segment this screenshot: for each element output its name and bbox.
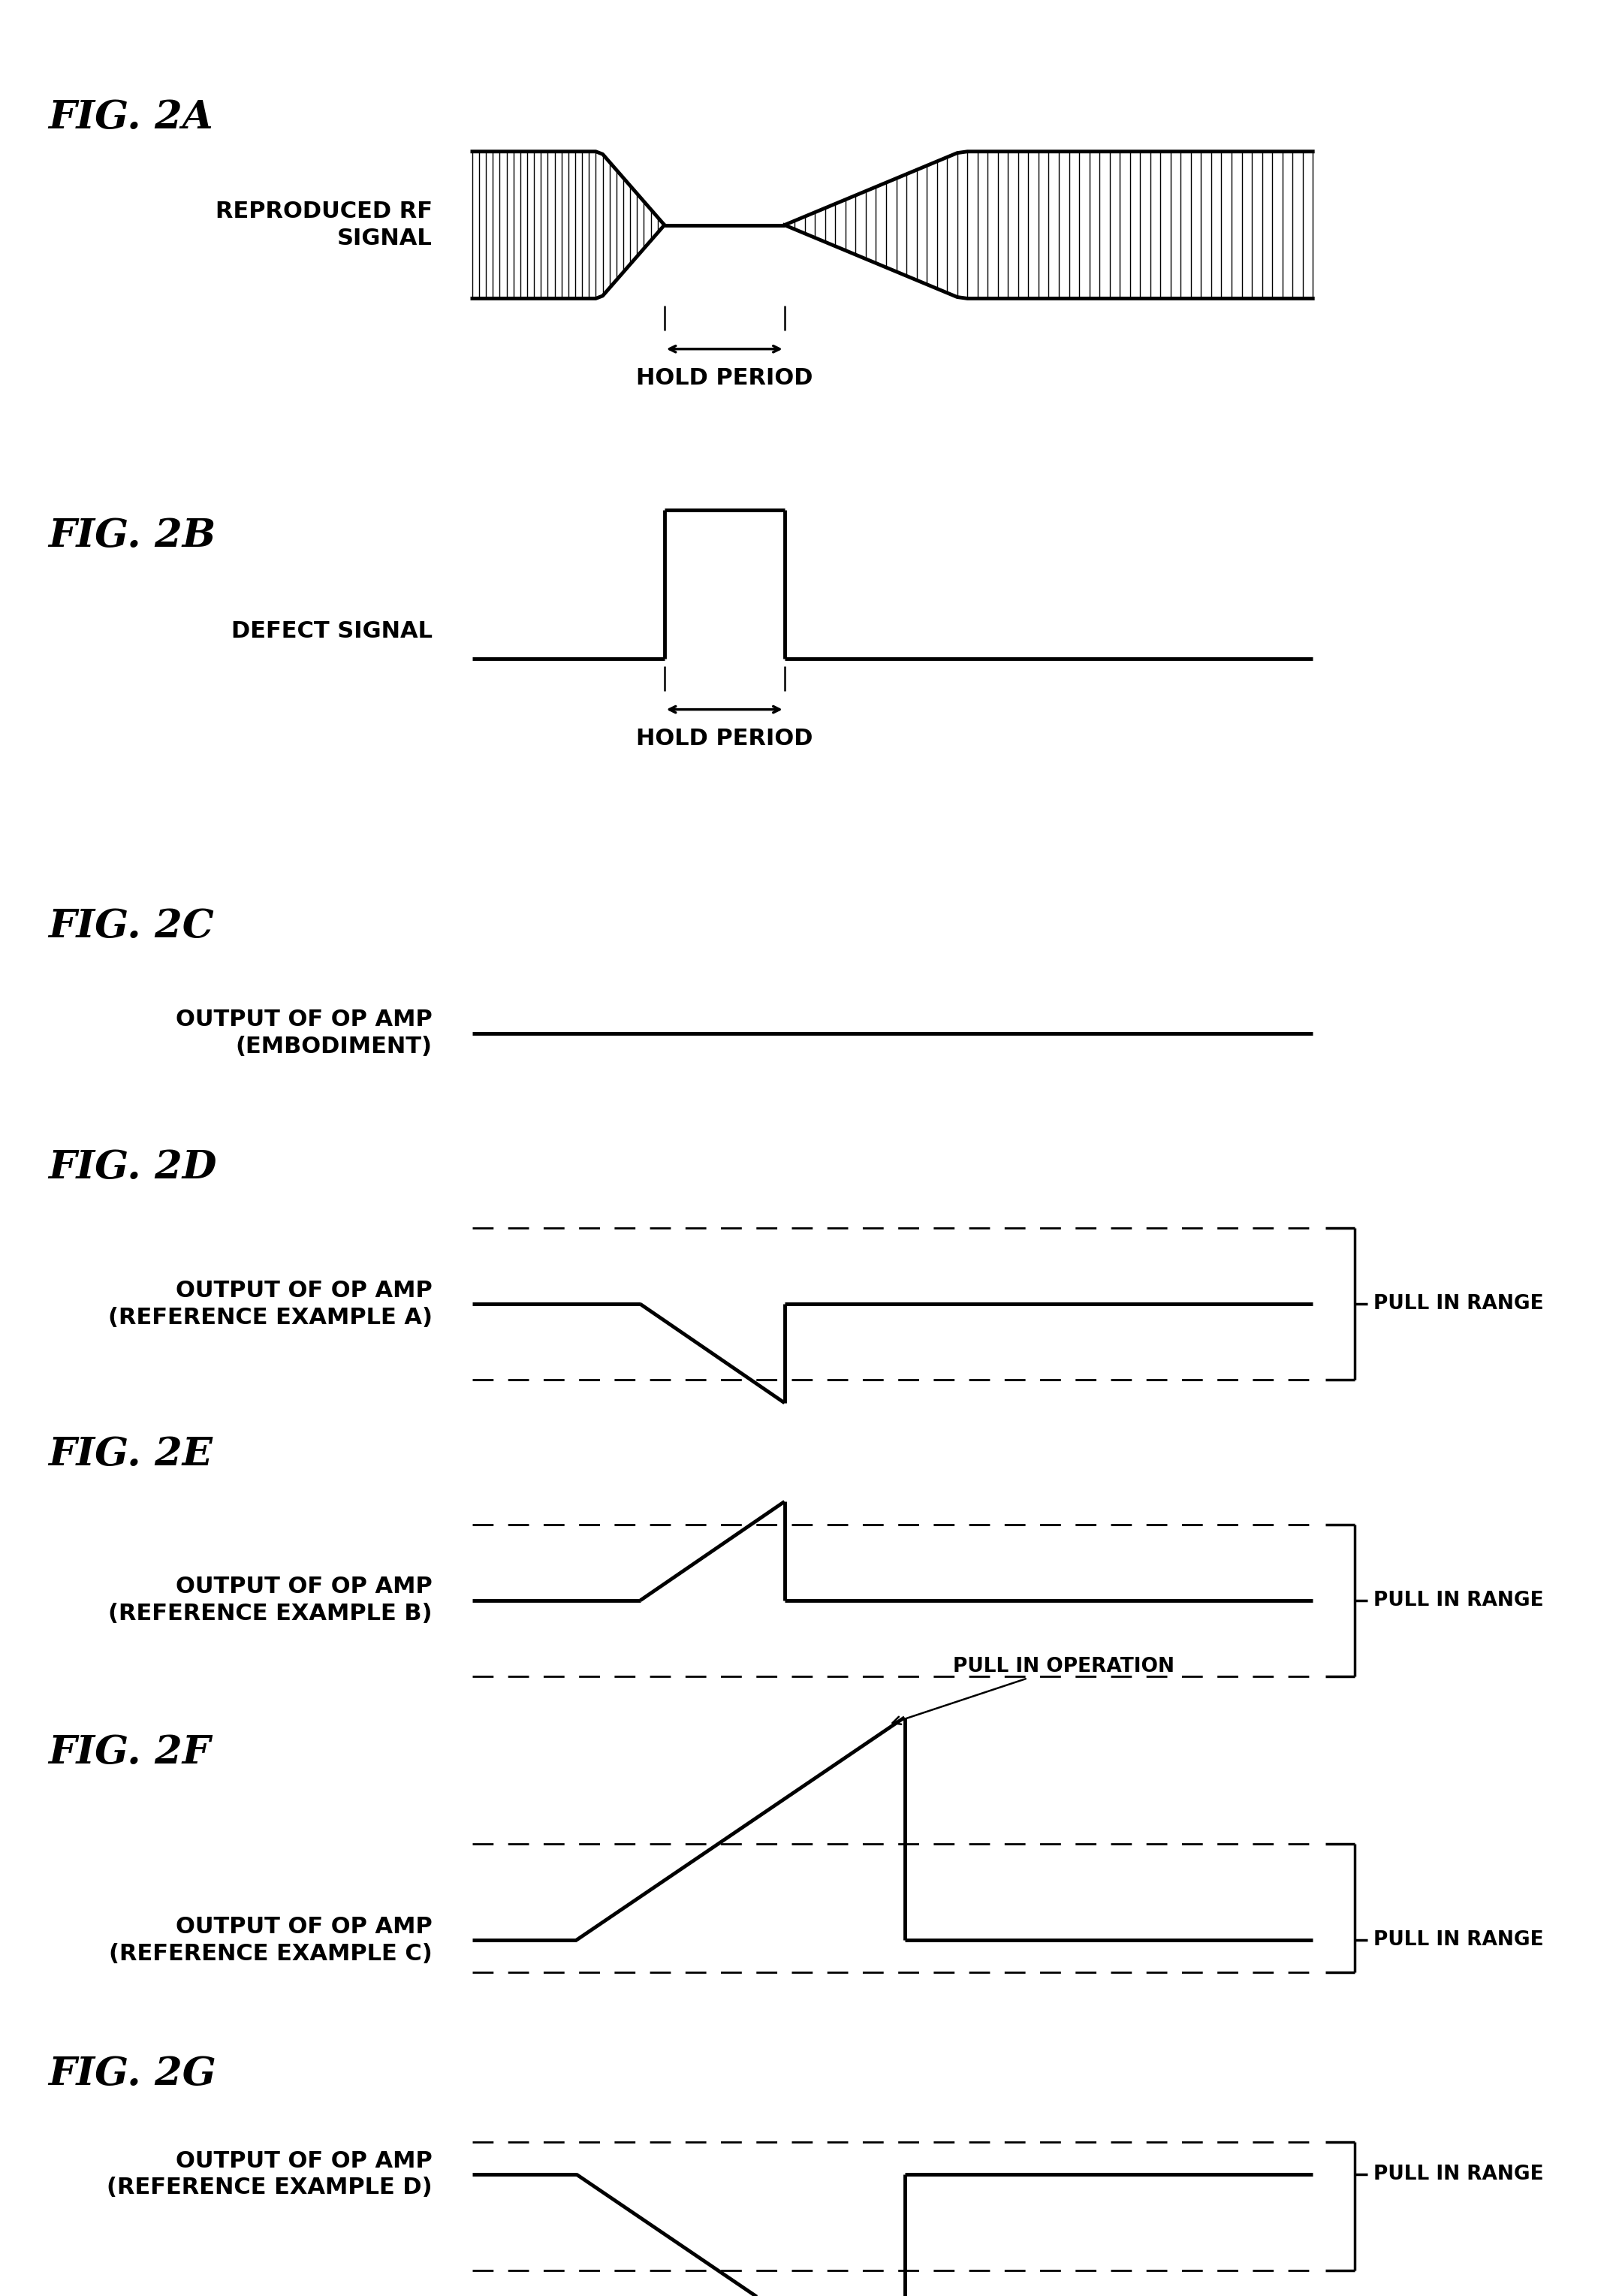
Text: FIG. 2B: FIG. 2B [48,517,216,556]
Text: REPRODUCED RF
SIGNAL: REPRODUCED RF SIGNAL [215,200,432,250]
Text: OUTPUT OF OP AMP
(EMBODIMENT): OUTPUT OF OP AMP (EMBODIMENT) [176,1008,432,1058]
Text: PULL IN OPERATION: PULL IN OPERATION [892,1655,1174,1724]
Text: PULL IN RANGE: PULL IN RANGE [1374,1295,1543,1313]
Text: HOLD PERIOD: HOLD PERIOD [636,367,813,388]
Text: DEFECT SIGNAL: DEFECT SIGNAL [231,620,432,643]
Text: PULL IN RANGE: PULL IN RANGE [1374,1931,1543,1949]
Text: PULL IN RANGE: PULL IN RANGE [1374,2165,1543,2183]
Text: FIG. 2A: FIG. 2A [48,99,213,138]
Text: FIG. 2E: FIG. 2E [48,1435,213,1474]
Text: OUTPUT OF OP AMP
(REFERENCE EXAMPLE A): OUTPUT OF OP AMP (REFERENCE EXAMPLE A) [107,1279,432,1329]
Text: OUTPUT OF OP AMP
(REFERENCE EXAMPLE B): OUTPUT OF OP AMP (REFERENCE EXAMPLE B) [109,1575,432,1626]
Text: PULL IN RANGE: PULL IN RANGE [1374,1591,1543,1609]
Text: FIG. 2F: FIG. 2F [48,1733,210,1773]
Text: FIG. 2G: FIG. 2G [48,2055,216,2094]
Text: FIG. 2C: FIG. 2C [48,907,215,946]
Text: FIG. 2D: FIG. 2D [48,1148,216,1187]
Text: OUTPUT OF OP AMP
(REFERENCE EXAMPLE D): OUTPUT OF OP AMP (REFERENCE EXAMPLE D) [107,2149,432,2200]
Text: OUTPUT OF OP AMP
(REFERENCE EXAMPLE C): OUTPUT OF OP AMP (REFERENCE EXAMPLE C) [109,1915,432,1965]
Text: HOLD PERIOD: HOLD PERIOD [636,728,813,748]
